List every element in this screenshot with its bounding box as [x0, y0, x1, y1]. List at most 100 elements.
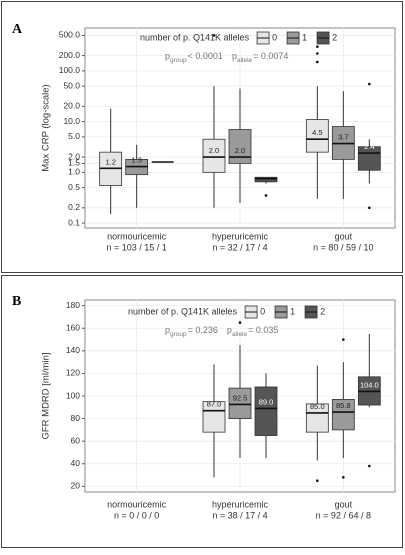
y-axis-label: GFR MDRD [ml/min] — [41, 352, 52, 439]
y-tick-label: 1.5 — [68, 158, 80, 168]
y-tick-label: 0.1 — [68, 217, 80, 227]
box — [202, 401, 226, 433]
median-label: 89.0 — [259, 397, 274, 406]
x-tick-label: gout — [335, 231, 353, 241]
p-symbol: p — [165, 325, 170, 335]
legend-label: 0 — [260, 306, 265, 316]
median-label: 87.0 — [207, 400, 222, 409]
y-tick-label: 100.0 — [59, 65, 81, 75]
p-subscript: group — [170, 57, 187, 64]
median-label: 3.7 — [338, 133, 348, 142]
median-label: 1.2 — [105, 157, 115, 166]
y-tick-label: 1.0 — [68, 167, 80, 177]
box — [305, 119, 329, 153]
p-value: pallele= 0.0074 — [232, 51, 289, 63]
outlier — [316, 60, 319, 64]
p-text: = 0.236 — [188, 325, 218, 335]
box — [228, 387, 252, 419]
median-label: 0.8 — [261, 166, 271, 175]
sample-size: n = 103 / 15 / 1 — [107, 242, 167, 252]
sample-size: n = 80 / 59 / 10 — [313, 242, 373, 252]
x-tick-label: gout — [335, 499, 353, 509]
p-value: pgroup< 0.0001 — [165, 51, 223, 63]
p-value: pallele= 0.035 — [227, 325, 278, 337]
y-axis-label: Max CRP (log-scale) — [41, 84, 52, 171]
median-label: 2.0 — [235, 146, 245, 155]
outlier — [238, 321, 242, 324]
y-tick-label: 100 — [66, 390, 80, 400]
y-tick-label: 500.0 — [59, 30, 81, 40]
legend-title: number of p. Q141K alleles — [128, 306, 238, 316]
outlier — [368, 206, 371, 210]
y-tick-label: 20 — [71, 481, 81, 491]
y-tick-label: 80 — [71, 413, 81, 423]
sample-size: n = 0 / 0 / 0 — [114, 510, 159, 520]
y-tick-label: 180 — [66, 300, 80, 310]
x-tick-label: normouricemic — [107, 499, 167, 509]
box — [254, 176, 278, 183]
y-tick-label: 200.0 — [59, 50, 81, 60]
legend-label: 2 — [332, 32, 337, 42]
box — [254, 386, 278, 436]
outlier — [212, 34, 216, 37]
outlier — [316, 479, 319, 483]
sample-size: n = 38 / 17 / 4 — [212, 510, 267, 520]
outlier — [368, 464, 371, 468]
median-label: 92.5 — [233, 393, 248, 402]
y-tick-label: 40 — [71, 458, 81, 468]
legend-title: number of p. Q141K alleles — [140, 32, 250, 42]
median-label: 104.0 — [360, 380, 379, 389]
y-tick-label: 160 — [66, 322, 80, 332]
box — [228, 129, 252, 164]
box — [305, 403, 329, 433]
p-value: pgroup= 0.236 — [165, 325, 218, 337]
y-tick-label: 5.0 — [68, 131, 80, 141]
median-label: 1.3 — [131, 156, 141, 165]
p-symbol: p — [232, 51, 237, 61]
box — [202, 138, 226, 173]
y-tick-label: 50.0 — [63, 80, 80, 90]
p-text: = 0.035 — [248, 325, 278, 335]
legend-label: 1 — [290, 306, 295, 316]
median-label: 2.4 — [364, 142, 374, 151]
legend-label: 0 — [272, 32, 277, 42]
legend-label: 1 — [302, 32, 307, 42]
x-tick-label: hyperuricemic — [212, 231, 269, 241]
y-tick-label: 60 — [71, 435, 81, 445]
median-label: 85.8 — [336, 401, 351, 410]
sample-size: n = 92 / 64 / 8 — [316, 510, 371, 520]
x-tick-label: normouricemic — [107, 231, 167, 241]
y-tick-label: 2.0 — [68, 151, 80, 161]
x-tick-label: hyperuricemic — [212, 499, 269, 509]
outlier — [342, 476, 345, 479]
outlier — [316, 45, 319, 48]
panel-border — [1, 1, 403, 273]
legend-label: 2 — [320, 306, 325, 316]
p-symbol: p — [227, 325, 232, 335]
y-tick-label: 10.0 — [63, 116, 80, 126]
median-label: 4.5 — [312, 128, 322, 137]
outlier — [264, 194, 268, 197]
outlier — [316, 52, 319, 55]
panel-label: A — [12, 22, 23, 37]
box — [331, 398, 355, 431]
panel-border — [1, 275, 403, 548]
outlier — [342, 338, 345, 341]
p-subscript: allele — [237, 57, 253, 64]
median-label: 1.6 — [157, 151, 167, 160]
panel-label: B — [12, 294, 21, 309]
y-tick-label: 20.0 — [63, 101, 80, 111]
outlier — [368, 82, 371, 86]
p-text: < 0.0001 — [188, 51, 223, 61]
y-tick-label: 0.2 — [68, 202, 80, 212]
median-label: 85.0 — [310, 402, 325, 411]
y-tick-label: 140 — [66, 345, 80, 355]
p-symbol: p — [165, 51, 170, 61]
y-tick-label: 0.5 — [68, 182, 80, 192]
median-label: 2.0 — [209, 146, 219, 155]
y-tick-label: 120 — [66, 368, 80, 378]
p-subscript: allele — [232, 331, 248, 338]
p-text: = 0.0074 — [253, 51, 288, 61]
